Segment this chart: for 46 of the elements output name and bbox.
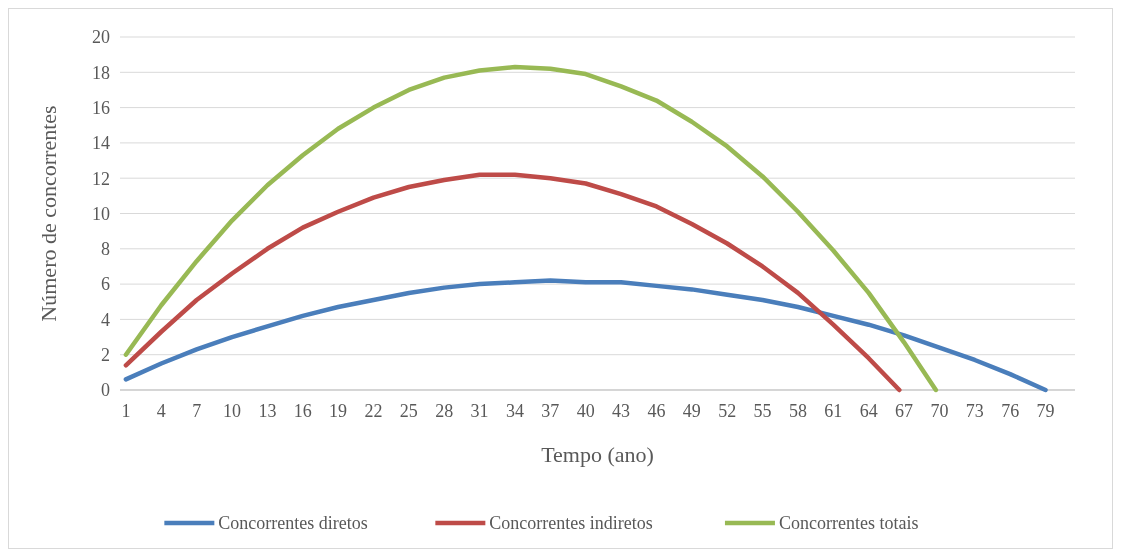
- x-tick-label: 61: [824, 401, 843, 421]
- y-tick-label: 0: [101, 380, 110, 401]
- x-tick-label: 79: [1036, 401, 1055, 421]
- legend-label: Concorrentes indiretos: [489, 513, 653, 534]
- line-series: [123, 172, 902, 393]
- x-tick-label: 10: [223, 401, 242, 421]
- x-axis-title: Tempo (ano): [541, 442, 654, 467]
- x-tick-label: 46: [647, 401, 666, 421]
- y-tick-label: 4: [101, 309, 110, 330]
- x-tick-label: 40: [576, 401, 595, 421]
- line-series: [123, 64, 939, 393]
- x-tick-label: 22: [364, 401, 383, 421]
- x-tick-label: 55: [753, 401, 772, 421]
- x-tick-label: 25: [399, 401, 418, 421]
- x-tick-label: 49: [682, 401, 701, 421]
- x-tick-label: 67: [895, 401, 914, 421]
- x-tick-label: 28: [435, 401, 454, 421]
- x-tick-label: 34: [505, 401, 524, 421]
- x-tick-label: 13: [258, 401, 277, 421]
- x-tick-label: 4: [156, 401, 166, 421]
- y-tick-label: 16: [92, 97, 110, 118]
- x-tick-label: 7: [192, 401, 202, 421]
- y-tick-label: 20: [92, 27, 110, 48]
- x-tick-label: 16: [293, 401, 312, 421]
- y-tick-label: 8: [101, 239, 110, 260]
- x-tick-label: 73: [965, 401, 984, 421]
- x-tick-label: 70: [930, 401, 949, 421]
- line-series: [123, 278, 1048, 393]
- y-axis-title: Número de concorrentes: [36, 105, 61, 322]
- x-tick-label: 52: [718, 401, 737, 421]
- y-tick-label: 6: [101, 274, 110, 295]
- x-tick-label: 19: [329, 401, 348, 421]
- legend-label: Concorrentes diretos: [218, 513, 368, 534]
- x-tick-label: 31: [470, 401, 489, 421]
- y-tick-label: 12: [92, 168, 110, 189]
- x-tick-label: 37: [541, 401, 560, 421]
- legend-label: Concorrentes totais: [778, 513, 919, 534]
- y-tick-label: 18: [92, 62, 110, 83]
- y-tick-label: 14: [92, 133, 110, 154]
- x-tick-label: 43: [612, 401, 631, 421]
- x-tick-label: 58: [788, 401, 807, 421]
- y-tick-label: 10: [92, 203, 110, 224]
- y-tick-label: 2: [101, 345, 110, 365]
- x-tick-label: 64: [859, 401, 878, 421]
- x-tick-label: 76: [1001, 401, 1020, 421]
- x-tick-label: 1: [121, 401, 131, 421]
